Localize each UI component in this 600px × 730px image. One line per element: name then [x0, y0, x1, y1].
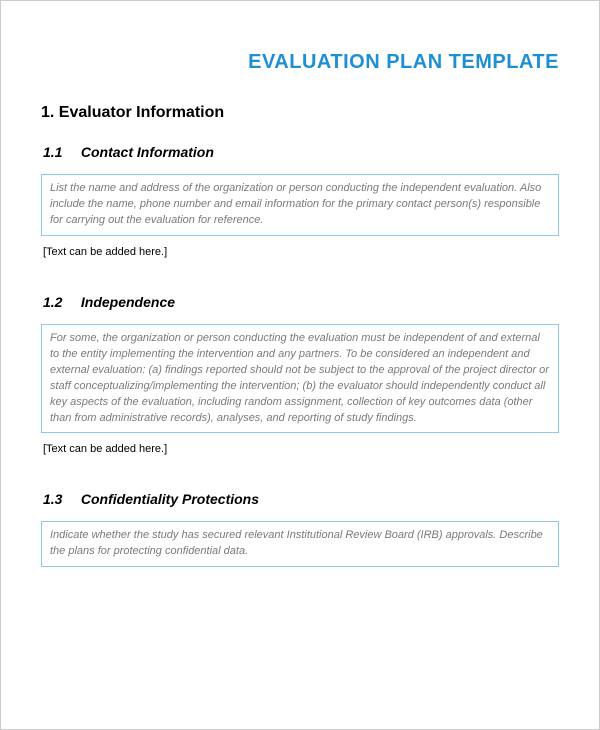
subsection-number: 1.2	[43, 294, 77, 310]
section-title: Evaluator Information	[59, 104, 224, 121]
subsection-title: Confidentiality Protections	[81, 491, 259, 507]
subsection-title: Independence	[81, 294, 175, 310]
section-number: 1.	[41, 104, 54, 121]
subsection-number: 1.1	[43, 144, 77, 160]
subsection-heading-1: 1.1 Contact Information	[41, 144, 559, 160]
subsection-heading-2: 1.2 Independence	[41, 294, 559, 310]
subsection-title: Contact Information	[81, 144, 214, 160]
info-box-1: List the name and address of the organiz…	[41, 174, 559, 236]
info-box-3: Indicate whether the study has secured r…	[41, 521, 559, 567]
placeholder-1: [Text can be added here.]	[41, 246, 559, 258]
document-title: EVALUATION PLAN TEMPLATE	[41, 51, 559, 74]
info-box-2: For some, the organization or person con…	[41, 324, 559, 434]
section-heading: 1. Evaluator Information	[41, 104, 559, 122]
subsection-number: 1.3	[43, 491, 77, 507]
subsection-heading-3: 1.3 Confidentiality Protections	[41, 491, 559, 507]
placeholder-2: [Text can be added here.]	[41, 443, 559, 455]
